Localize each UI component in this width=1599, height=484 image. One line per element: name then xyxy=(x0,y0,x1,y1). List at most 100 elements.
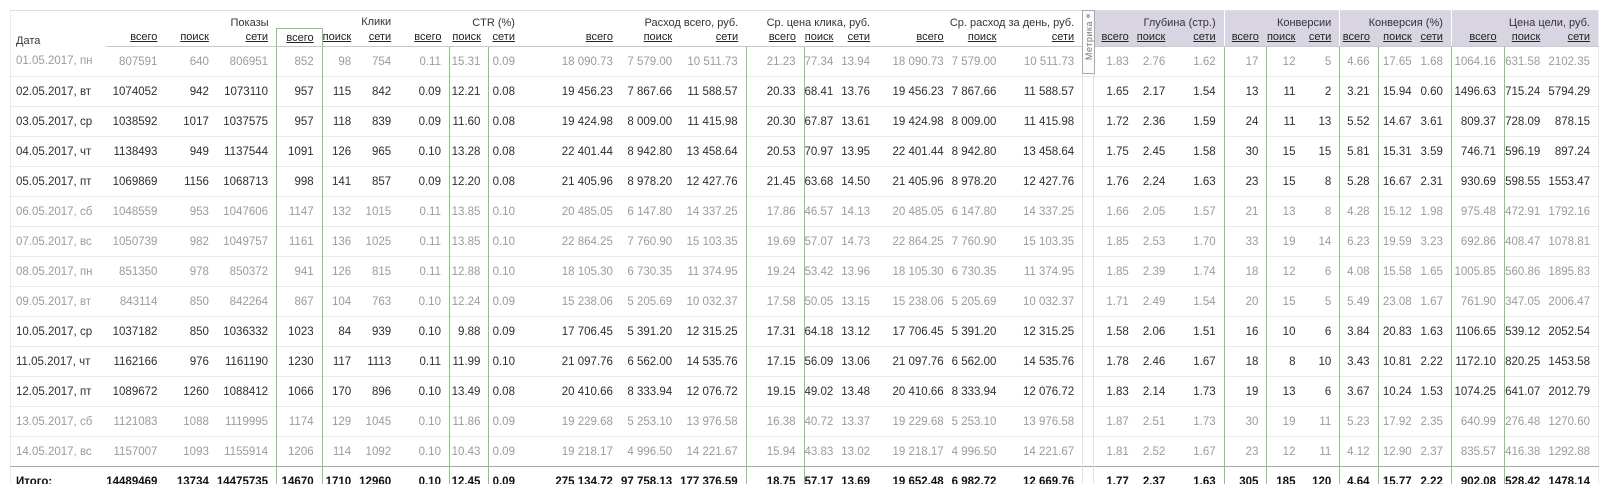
data-cell: 850 xyxy=(165,316,217,347)
sort-link-network[interactable]: сети xyxy=(847,31,871,44)
column-group-label: CTR (%) xyxy=(472,16,515,29)
data-cell: 0.10 xyxy=(488,196,523,227)
total-row: Итого: 14489469 13734 14475735 14670 1710 1296… xyxy=(10,466,1599,484)
data-cell: 0.10 xyxy=(399,136,450,167)
data-cell: 1089672 xyxy=(106,376,166,407)
data-cell: 22 864.25 xyxy=(522,226,621,257)
data-cell: 15.77 xyxy=(1378,466,1420,484)
data-cell: 1478.14 xyxy=(1548,466,1599,484)
data-cell: 136 xyxy=(322,226,360,257)
sort-link-search[interactable]: поиск xyxy=(180,31,209,44)
sort-link-search[interactable]: поиск xyxy=(322,31,352,44)
data-cell: 408.47 xyxy=(1504,226,1549,257)
data-cell: 4.64 xyxy=(1339,466,1379,484)
column-header: сети xyxy=(1419,28,1452,47)
column-group-label: Глубина (стр.) xyxy=(1093,10,1225,29)
sort-link-network[interactable]: сети xyxy=(245,31,269,44)
sort-link-search[interactable]: поиск xyxy=(1136,31,1166,44)
data-cell: 24 xyxy=(1223,106,1268,137)
data-cell: 12 xyxy=(1266,436,1304,467)
data-cell: 19 652.48 xyxy=(878,466,952,484)
data-cell: 957 xyxy=(276,106,323,137)
sort-link-network[interactable]: сети xyxy=(368,31,392,44)
data-cell: 13.49 xyxy=(448,376,490,407)
data-cell: 851350 xyxy=(106,256,166,287)
data-cell: 19 218.17 xyxy=(522,436,621,467)
data-cell: 19.69 xyxy=(745,226,805,257)
data-cell: 63.68 xyxy=(804,166,842,197)
data-cell: 0.08 xyxy=(488,376,523,407)
data-cell: 852 xyxy=(276,46,323,77)
sort-link-total[interactable]: всего xyxy=(1469,31,1497,44)
data-cell: 7 760.90 xyxy=(951,226,1005,257)
metrika-tab[interactable]: » Метрика xyxy=(1082,10,1095,74)
sort-link-total[interactable]: всего xyxy=(1101,31,1129,44)
data-cell: 18 xyxy=(1223,256,1268,287)
sort-link-search[interactable]: поиск xyxy=(1511,31,1541,44)
data-cell: 1.76 xyxy=(1093,166,1137,197)
data-cell: 2102.35 xyxy=(1548,55,1590,68)
data-cell: 1138493 xyxy=(106,136,166,167)
sort-link-network[interactable]: сети xyxy=(715,31,739,44)
data-cell: 18 090.73 xyxy=(561,55,613,68)
data-cell: 12 xyxy=(1266,256,1304,287)
sort-link-total[interactable]: всего xyxy=(130,31,158,44)
data-cell: 17.86 xyxy=(745,196,805,227)
data-cell: 1.54 xyxy=(1173,286,1225,317)
sort-link-total[interactable]: всего xyxy=(414,31,442,44)
data-cell: 1.63 xyxy=(1173,166,1225,197)
data-cell: 118 xyxy=(322,106,360,137)
sort-link-search[interactable]: поиск xyxy=(643,31,673,44)
data-cell: 2.24 xyxy=(1136,166,1174,197)
sort-link-network[interactable]: сети xyxy=(1051,31,1075,44)
column-header: сети xyxy=(1303,28,1341,47)
data-cell: 1292.88 xyxy=(1548,436,1599,467)
data-cell: 1.85 xyxy=(1093,226,1137,257)
sort-link-network[interactable]: сети xyxy=(1193,31,1216,44)
data-cell: 30 xyxy=(1223,136,1268,167)
sort-link-total[interactable]: всего xyxy=(768,31,796,44)
date-cell: 12.05.2017, пт xyxy=(10,376,107,407)
data-cell: 17 xyxy=(1223,46,1268,77)
data-cell: 19 456.23 xyxy=(522,76,621,107)
data-cell: 1066 xyxy=(276,376,323,407)
sort-link-search[interactable]: поиск xyxy=(967,31,997,44)
sort-link-network[interactable]: сети xyxy=(1567,31,1590,44)
sort-link-network[interactable]: сети xyxy=(1308,31,1332,44)
data-cell: 17.58 xyxy=(745,286,805,317)
data-cell: 19 229.68 xyxy=(522,406,621,437)
sort-link-total[interactable]: всего xyxy=(916,31,944,44)
sort-link-search[interactable]: поиск xyxy=(452,31,481,44)
column-header: всего xyxy=(1451,28,1505,47)
data-cell: 472.91 xyxy=(1504,196,1549,227)
sort-link-search[interactable]: поиск xyxy=(1383,31,1412,44)
sort-link-search[interactable]: поиск xyxy=(1266,31,1296,44)
data-cell: 12 076.72 xyxy=(1004,376,1083,407)
data-cell: 11 xyxy=(1266,76,1304,107)
data-cell: 1206 xyxy=(276,436,323,467)
data-cell: 57.07 xyxy=(804,226,842,257)
column-header: поиск xyxy=(165,28,217,47)
data-cell: 14 xyxy=(1303,226,1340,257)
data-cell: 2.45 xyxy=(1136,136,1174,167)
sort-link-network[interactable]: сети xyxy=(492,31,515,44)
table-row: 12.05.2017, пт 1089672 1260 1088412 1066 170 8… xyxy=(10,376,1599,407)
data-cell: 1113 xyxy=(359,346,400,377)
data-cell: 40.72 xyxy=(804,406,842,437)
data-cell: 1.59 xyxy=(1173,106,1225,137)
data-cell: 5794.29 xyxy=(1548,76,1599,107)
data-cell: 13.48 xyxy=(841,376,879,407)
sort-link-network[interactable]: сети xyxy=(1420,31,1443,44)
data-cell: 965 xyxy=(359,136,400,167)
data-cell: 0.09 xyxy=(492,55,515,68)
sort-link-total[interactable]: всего xyxy=(1231,31,1259,44)
data-cell: 7 579.00 xyxy=(951,55,997,68)
column-header: поиск xyxy=(620,28,681,47)
sort-link-total[interactable]: всего xyxy=(1342,31,1371,44)
sort-link-total[interactable]: всего xyxy=(286,31,314,44)
sort-link-total[interactable]: всего xyxy=(585,31,613,44)
column-header: всего xyxy=(106,28,166,47)
sort-link-search[interactable]: поиск xyxy=(804,31,834,44)
data-cell: 1.83 xyxy=(1106,55,1129,68)
